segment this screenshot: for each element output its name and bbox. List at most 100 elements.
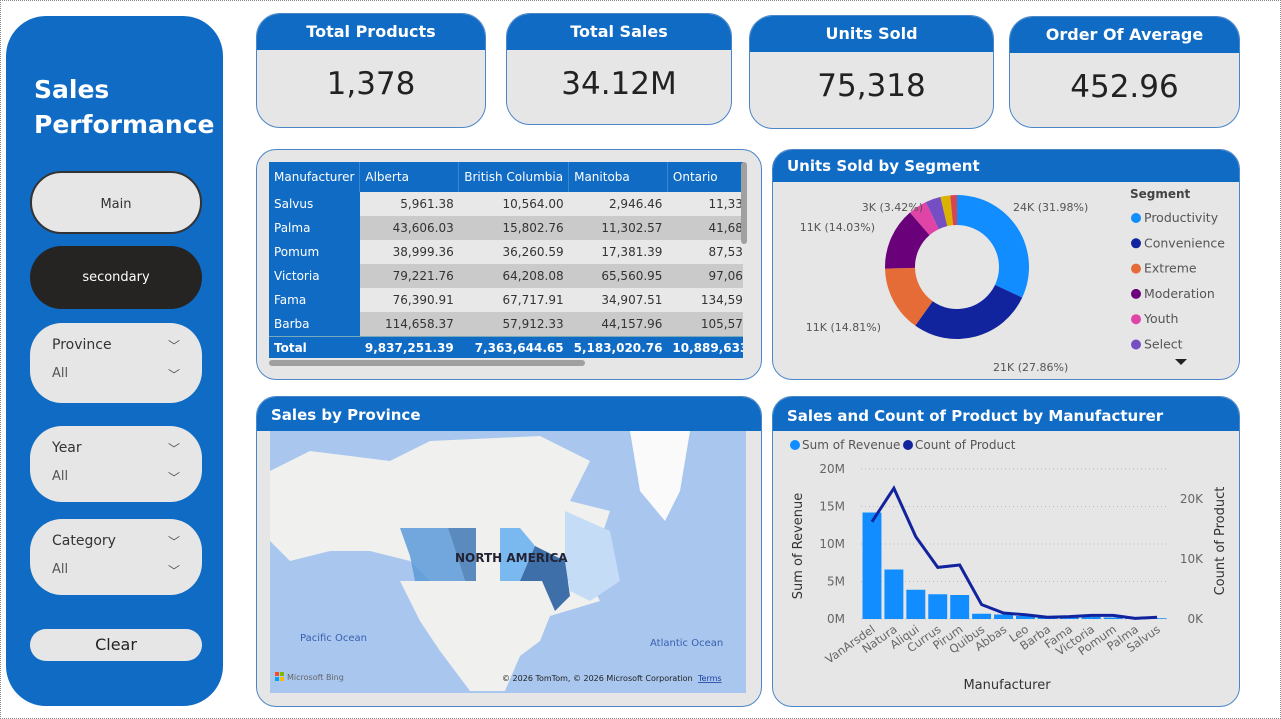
chevron-down-icon[interactable]: ﹀: [167, 368, 180, 382]
province-ontario: [520, 546, 570, 611]
y-axis-title: Sum of Revenue: [791, 493, 806, 600]
y-tick-label: 0M: [827, 612, 845, 626]
legend-item: Count of Product: [915, 438, 1016, 452]
total-row: Total 9,837,251.39 7,363,644.65 5,183,020.7…: [269, 335, 743, 358]
chevron-down-icon[interactable]: ﹀: [167, 442, 180, 456]
legend-marker: [1131, 238, 1141, 249]
column-header[interactable]: Manitoba: [568, 162, 668, 192]
table-cell: 11,302.57: [568, 216, 668, 240]
province-british-columbia: [400, 528, 465, 581]
legend-marker: [903, 440, 913, 450]
table-cell: 11,334.49: [667, 192, 743, 216]
region-label: NORTH AMERICA: [455, 551, 568, 565]
title-line1: Sales: [34, 75, 110, 104]
data-label: 11K (14.03%): [800, 221, 875, 234]
table-cell: 44,157.96: [568, 312, 668, 336]
legend-item: Sum of Revenue: [802, 438, 900, 452]
chevron-down-icon[interactable]: ﹀: [167, 535, 180, 549]
y2-axis-title: Count of Product: [1213, 487, 1228, 596]
clear-button[interactable]: Clear: [30, 629, 202, 661]
table-row: Pomum38,999.3636,260.5917,381.3987,531.3…: [269, 240, 743, 264]
column-header[interactable]: Ontario: [667, 162, 743, 192]
row-header: Barba: [269, 312, 360, 336]
donut-slice: [885, 212, 930, 269]
table-cell: 79,221.76: [359, 264, 459, 288]
revenue-bar: [862, 512, 882, 619]
column-header[interactable]: Manufacturer: [269, 162, 361, 192]
slicer-label: Year: [52, 440, 82, 456]
main-button[interactable]: Main: [30, 171, 202, 234]
chevron-down-icon[interactable]: ﹀: [167, 339, 180, 353]
bing-label: Microsoft Bing: [287, 673, 344, 682]
revenue-bar: [906, 589, 926, 619]
donut-slice: [909, 202, 939, 236]
table-cell: 67,717.91: [458, 288, 569, 312]
province-alberta: [448, 528, 476, 581]
matrix-table: Manufacturer Alberta British Columbia Manit…: [269, 162, 743, 358]
revenue-bar: [884, 569, 904, 619]
vertical-scrollbar[interactable]: [741, 162, 747, 244]
ocean-label: Atlantic Ocean: [650, 638, 723, 649]
donut-slice: [957, 195, 1029, 298]
category-slicer[interactable]: Category ﹀ All ﹀: [30, 519, 202, 595]
legend-item: Youth: [1143, 311, 1178, 326]
revenue-bar: [994, 614, 1013, 619]
title-line2: Performance: [34, 110, 215, 139]
units-by-segment-panel: Units Sold by Segment 24K (31.98%) 21K (2…: [772, 149, 1240, 380]
data-label: 11K (14.81%): [806, 321, 881, 334]
table-row: Barba114,658.3757,912.3344,157.96105,575…: [269, 312, 743, 336]
table-row: Fama76,390.9167,717.9134,907.51134,591.1…: [269, 288, 743, 312]
table-cell: 134,591.10: [667, 288, 743, 312]
province-manitoba: [500, 528, 535, 581]
legend-scroll-down-icon[interactable]: [1175, 359, 1187, 365]
revenue-bar: [950, 595, 970, 619]
secondary-button[interactable]: secondary: [30, 246, 202, 309]
table-cell: 5,961.38: [359, 192, 459, 216]
row-header: Pomum: [269, 240, 360, 264]
table-cell: 34,907.51: [568, 288, 668, 312]
column-header[interactable]: Alberta: [359, 162, 460, 192]
legend-item: Extreme: [1144, 261, 1197, 276]
horizontal-scrollbar[interactable]: [269, 360, 585, 366]
table-cell: 65,560.95: [568, 264, 668, 288]
donut-chart: 24K (31.98%) 21K (27.86%) 11K (14.81%) 11K …: [800, 187, 1226, 374]
slicer-value[interactable]: All: [52, 469, 69, 484]
legend-item: Productivity: [1144, 210, 1219, 225]
slicer-value[interactable]: All: [52, 366, 69, 381]
province-slicer[interactable]: Province ﹀ All ﹀: [30, 323, 202, 403]
map[interactable]: NORTH AMERICA Pacific Ocean Atlantic Oce…: [270, 431, 746, 693]
legend-title: Segment: [1130, 187, 1191, 201]
column-header[interactable]: British Columbia: [458, 162, 570, 192]
chevron-down-icon[interactable]: ﹀: [167, 564, 180, 578]
donut-slice: [885, 267, 933, 326]
kpi-value: 1,378: [326, 66, 416, 102]
chart-title: Sales and Count of Product by Manufactur…: [773, 397, 1239, 431]
year-slicer[interactable]: Year ﹀ All ﹀: [30, 426, 202, 502]
kpi-units-sold: Units Sold 75,318: [749, 15, 994, 129]
y2-tick-label: 0K: [1187, 612, 1204, 626]
kpi-label: Order Of Average: [1010, 17, 1239, 53]
terms-link[interactable]: Terms: [697, 674, 722, 683]
bing-logo-icon: [275, 672, 279, 676]
table-row: Palma43,606.0315,802.7611,302.5741,683.3…: [269, 216, 743, 240]
kpi-total-products: Total Products 1,378: [256, 13, 486, 128]
kpi-label: Total Products: [257, 14, 485, 50]
data-label: 24K (31.98%): [1013, 201, 1088, 214]
table-cell: 76,390.91: [359, 288, 459, 312]
slicer-value[interactable]: All: [52, 562, 69, 577]
revenue-bar: [1103, 617, 1123, 619]
legend-marker: [1131, 263, 1141, 274]
revenue-bar: [1016, 616, 1035, 619]
y-tick-label: 5M: [827, 575, 845, 589]
table-cell: 87,531.31: [667, 240, 743, 264]
table-cell: 15,802.76: [458, 216, 569, 240]
row-header: Palma: [269, 216, 360, 240]
kpi-value: 34.12M: [561, 66, 677, 102]
legend-marker: [1131, 339, 1141, 350]
legend-item: Moderation: [1144, 286, 1215, 301]
table-cell: 41,683.32: [667, 216, 743, 240]
chevron-down-icon[interactable]: ﹀: [167, 471, 180, 485]
data-label: 3K (3.42%): [862, 201, 923, 214]
table-row: Victoria 79,221.76 64,208.08 65,560.95 97,06…: [269, 264, 743, 288]
